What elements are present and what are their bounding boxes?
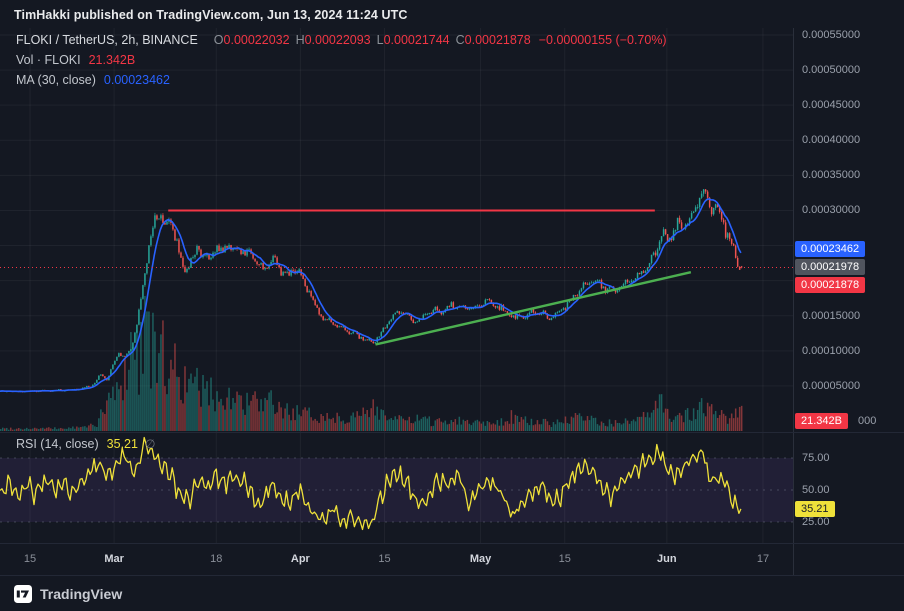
support-trendline — [375, 271, 692, 346]
legend: FLOKI / TetherUS, 2h, BINANCE O0.00022032… — [16, 30, 667, 90]
ma-line — [0, 198, 742, 393]
rsi-legend-row[interactable]: RSI (14, close) 35.21 ∅ — [16, 437, 155, 451]
volume-histogram — [0, 296, 743, 431]
published-line: TimHakki published on TradingView.com, J… — [14, 8, 408, 22]
price-axis-label: 0.00005000 — [802, 379, 861, 392]
rsi-label: RSI (14, close) — [16, 437, 99, 451]
price-axis-label: 0.00055000 — [802, 29, 861, 41]
rsi-line — [0, 436, 742, 531]
close-value: 0.00021878 — [464, 33, 531, 47]
publish-header: TimHakki published on TradingView.com, J… — [0, 0, 904, 28]
rsi-value: 35.21 — [106, 437, 138, 451]
time-axis[interactable]: 15 Mar 18 Apr 15 May 15 Jun 17 — [0, 544, 793, 575]
axis-separator — [0, 543, 904, 544]
open-label: O — [213, 33, 224, 47]
rsi-axis-label: 75.00 — [802, 452, 830, 464]
volume-value-badge[interactable]: 21.342B — [795, 413, 848, 429]
time-axis-label: 18 — [210, 553, 223, 565]
time-axis-label: 15 — [558, 553, 571, 565]
price-axis-label: 0.00010000 — [802, 344, 861, 357]
time-axis-label: Mar — [104, 553, 124, 565]
rsi-axis-label: 50.00 — [802, 484, 830, 496]
price-line-badge[interactable]: 0.00021978 — [795, 258, 866, 275]
low-label: L — [376, 33, 384, 47]
price-chart-canvas[interactable] — [0, 28, 793, 432]
low-value: 0.00021744 — [383, 33, 450, 47]
footer: TradingView — [0, 576, 904, 611]
rsi-pane-canvas[interactable] — [0, 433, 793, 543]
time-axis-label: May — [469, 553, 492, 565]
brand-name[interactable]: TradingView — [40, 585, 123, 602]
ma-value: 0.00023462 — [103, 73, 170, 87]
time-axis-label: 15 — [23, 553, 37, 565]
ma-label: MA (30, close) — [16, 73, 96, 87]
ma-legend-row[interactable]: MA (30, close) 0.00023462 — [16, 70, 667, 90]
time-axis-label: Jun — [657, 553, 677, 565]
candles — [0, 189, 743, 393]
time-axis-label: 17 — [756, 553, 770, 565]
high-value: 0.00022093 — [304, 33, 371, 47]
last-price-badge[interactable]: 0.00021878 — [795, 276, 866, 293]
price-axis-label: 0.00045000 — [802, 99, 861, 112]
price-axis-label: 0.00015000 — [802, 309, 861, 322]
close-label: C — [455, 33, 465, 47]
time-axis-label: Apr — [290, 553, 310, 565]
volume-legend-row[interactable]: Vol · FLOKI 21.342B — [16, 50, 667, 70]
price-axis-label: 0.00050000 — [802, 64, 861, 77]
open-value: 0.00022032 — [223, 33, 290, 47]
rsi-ma-disabled-icon: ∅ — [144, 437, 156, 451]
price-axis-label: 0.00040000 — [802, 134, 861, 147]
drawings — [0, 209, 793, 346]
rsi-value-badge[interactable]: 35.21 — [795, 500, 835, 517]
footer-separator — [0, 575, 904, 576]
symbol-legend-row[interactable]: FLOKI / TetherUS, 2h, BINANCE O0.00022032… — [16, 30, 667, 50]
high-label: H — [295, 33, 305, 47]
price-scale[interactable]: 0.00055000 0.00050000 0.00045000 0.00040000… — [793, 28, 904, 576]
time-axis-label: 15 — [378, 553, 391, 565]
volume-label: Vol · FLOKI — [16, 53, 81, 67]
price-axis-label: 0.00035000 — [802, 169, 861, 182]
volume-value: 21.342B — [88, 53, 136, 67]
change-value: −0.00000155 (−0.70%) — [538, 33, 667, 47]
rsi-band — [0, 458, 793, 522]
price-axis-label: 0.00030000 — [802, 204, 861, 217]
pane-separator[interactable] — [0, 432, 904, 433]
price-axis-label-fragment: 000 — [858, 415, 877, 427]
symbol-title[interactable]: FLOKI / TetherUS, 2h, BINANCE — [16, 33, 198, 47]
ma-value-badge[interactable]: 0.00023462 — [795, 240, 866, 257]
rsi-axis-label: 25.00 — [802, 516, 830, 528]
tradingview-logo-icon[interactable] — [14, 584, 32, 603]
